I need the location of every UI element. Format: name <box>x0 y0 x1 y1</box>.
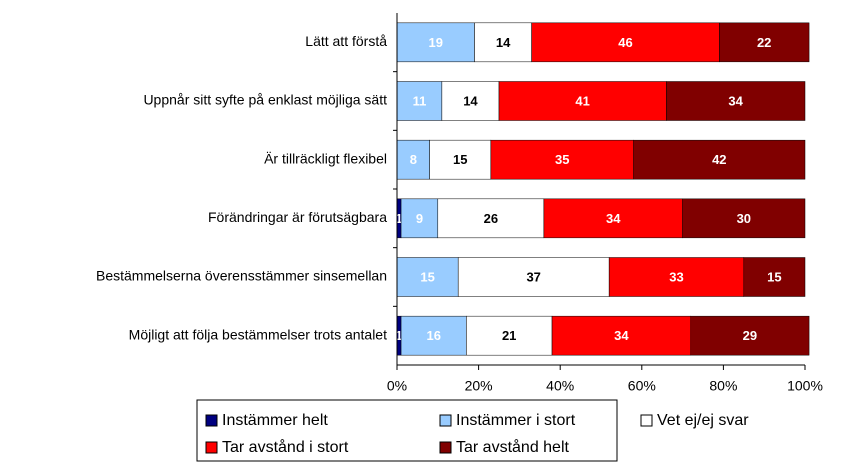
value-label: 34 <box>614 328 629 343</box>
value-label: 1 <box>395 211 402 226</box>
bar-segment <box>490 139 634 180</box>
legend-label: Vet ej/ej svar <box>657 412 749 429</box>
value-label: 16 <box>426 328 440 343</box>
value-label: 22 <box>757 35 771 50</box>
bar-segment <box>429 139 492 180</box>
value-label: 42 <box>712 152 726 167</box>
value-label: 33 <box>669 269 683 284</box>
x-tick-label: 100% <box>787 378 823 394</box>
category-label: Är tillräckligt flexibel <box>264 150 387 166</box>
value-label: 46 <box>618 35 632 50</box>
bar-segment <box>719 22 810 63</box>
bar-segment <box>400 198 439 239</box>
legend-swatch <box>205 414 218 427</box>
legend-swatch <box>640 414 653 427</box>
value-label: 19 <box>429 35 443 50</box>
bar-segment <box>400 315 467 356</box>
legend-swatch <box>439 414 452 427</box>
bar-segment <box>396 257 459 297</box>
value-label: 9 <box>416 211 423 226</box>
value-label: 21 <box>502 328 516 343</box>
value-label: 11 <box>413 93 427 108</box>
legend-swatch <box>439 441 452 454</box>
legend-box <box>196 399 618 462</box>
x-tick-label: 0% <box>387 378 407 394</box>
category-label: Bestämmelserna överensstämmer sinsemella… <box>96 268 387 284</box>
category-label: Lätt att förstå <box>305 33 387 49</box>
bar-segment <box>743 257 806 297</box>
x-tick-label: 80% <box>709 378 737 394</box>
bar-segment <box>437 198 545 239</box>
x-tick-label: 20% <box>465 378 493 394</box>
bar-segment <box>457 257 610 297</box>
bar-segment <box>396 81 443 121</box>
category-label: Förändringar är förutsägbara <box>208 209 387 225</box>
legend-label: Instämmer i stort <box>456 412 576 429</box>
value-label: 29 <box>743 328 757 343</box>
bar-segment <box>608 257 745 297</box>
category-label: Uppnår sitt syfte på enklast möjliga sät… <box>143 92 387 108</box>
value-label: 1 <box>395 328 402 343</box>
value-label: 15 <box>767 269 781 284</box>
x-tick-label: 60% <box>628 378 656 394</box>
category-label: Möjligt att följa bestämmelser trots ant… <box>129 326 387 342</box>
value-label: 30 <box>737 211 751 226</box>
value-label: 34 <box>606 211 621 226</box>
value-label: 15 <box>420 269 434 284</box>
bar-segment <box>396 22 475 63</box>
value-label: 34 <box>728 93 743 108</box>
bar-segment <box>466 315 553 356</box>
legend-label: Tar avstånd helt <box>456 438 570 456</box>
bar-segment <box>474 22 532 63</box>
value-label: 14 <box>496 35 511 50</box>
bar-segment <box>666 81 806 121</box>
x-tick-label: 40% <box>546 378 574 394</box>
bar-segment <box>531 22 720 63</box>
value-label: 26 <box>484 211 498 226</box>
value-label: 8 <box>410 152 417 167</box>
bar-segment <box>690 315 810 356</box>
bar-segment <box>551 315 692 356</box>
value-label: 35 <box>555 152 569 167</box>
value-label: 41 <box>575 93 589 108</box>
bar-segment <box>633 139 806 180</box>
legend-label: Instämmer helt <box>222 412 328 429</box>
bar-segment <box>498 81 667 121</box>
legend-swatch <box>205 441 218 454</box>
value-label: 15 <box>453 152 467 167</box>
bar-segment <box>682 198 806 239</box>
value-label: 14 <box>463 93 478 108</box>
value-label: 37 <box>526 269 540 284</box>
legend-label: Tar avstånd i stort <box>222 438 349 456</box>
bar-segment <box>441 81 500 121</box>
